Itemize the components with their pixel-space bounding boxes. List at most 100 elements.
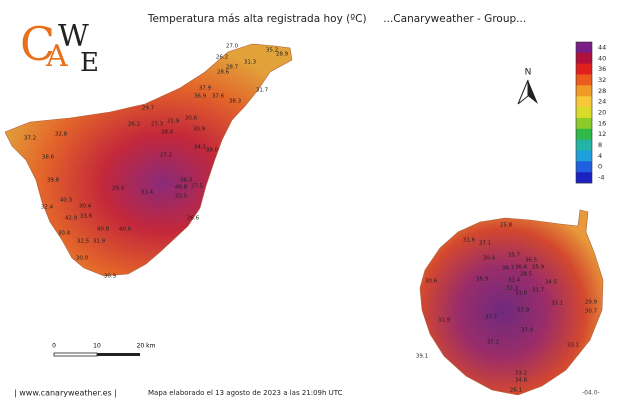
temperature-label: 40.0 xyxy=(119,227,132,233)
colorbar-segment xyxy=(576,42,592,54)
temperature-label: 33.6 xyxy=(80,214,93,220)
colorbar-label: 4 xyxy=(598,152,602,160)
temperature-label: 33.1 xyxy=(567,343,579,349)
temperature-label: 32.8 xyxy=(55,132,68,138)
colorbar-label: 44 xyxy=(598,43,606,51)
temperature-label: 30.4 xyxy=(79,204,92,210)
colorbar-segment xyxy=(576,52,592,64)
temperature-label: 30.6 xyxy=(185,116,198,122)
north-arrow: N xyxy=(517,68,538,105)
colorbar-label: 16 xyxy=(598,119,606,127)
colorbar-label: 40 xyxy=(598,54,606,62)
scale-bar: 0 10 20 km xyxy=(52,343,156,357)
temperature-label: 36.7 xyxy=(502,266,515,272)
stations: 27.0 35.228.9 26.2 31.3 28.728.6 37.9 31.7 36.9… xyxy=(24,44,598,394)
temperature-label: 37.9 xyxy=(521,328,534,334)
temperature-label: 37.6 xyxy=(212,94,225,100)
temperature-label: 31.3 xyxy=(244,60,257,66)
tenerife-island xyxy=(4,43,293,277)
temperature-label: 37.9 xyxy=(517,308,530,314)
temperature-label: 29.4 xyxy=(112,186,125,192)
temperature-label: 39.8 xyxy=(47,178,60,184)
colorbar-segment xyxy=(576,74,592,86)
temperature-label: 28.7 xyxy=(226,65,239,71)
footer-site: | www.canaryweather.es | xyxy=(14,389,117,398)
temperature-label: 31.9 xyxy=(93,239,106,245)
colorbar-segment xyxy=(576,128,592,140)
logo-letter: A xyxy=(45,39,68,74)
temperature-label: 33.5 xyxy=(175,194,188,200)
temperature-label: 40.3 xyxy=(60,198,73,204)
colorbar-segment xyxy=(576,161,592,173)
temperature-label: 28.6 xyxy=(217,70,230,76)
temperature-label: 29.9 xyxy=(585,300,598,306)
map-title: Temperatura más alta registrada hoy (ºC)… xyxy=(147,13,526,25)
colorbar-label: 12 xyxy=(598,130,606,138)
footer-code: -04.0- xyxy=(582,390,600,397)
temperature-label: 26.6 xyxy=(187,216,200,222)
temperature-label: 35.7 xyxy=(508,253,521,259)
temperature-label: 31.4 xyxy=(508,278,521,284)
temperature-label: 31.9 xyxy=(167,119,180,125)
temperature-label: 30.9 xyxy=(193,127,206,133)
temperature-label: 30.0 xyxy=(76,256,89,262)
temperature-label: 31.9 xyxy=(438,318,451,324)
temperature-label: 37.7 xyxy=(485,315,498,321)
footer-note: Mapa elaborado el 13 agosto de 2023 a la… xyxy=(148,389,343,397)
temperature-label: 26.2 xyxy=(128,122,140,128)
colorbar-segment xyxy=(576,150,592,162)
temperature-label: 27.2 xyxy=(160,153,172,159)
temperature-label: 37.2 xyxy=(24,136,36,142)
temperature-label: 38.6 xyxy=(42,155,55,161)
temperature-label: 40.8 xyxy=(97,227,110,233)
colorbar-label: 8 xyxy=(598,141,602,149)
logo-letter: E xyxy=(80,48,99,78)
logo-letter: C xyxy=(20,17,55,71)
temperature-label: 35.9 xyxy=(532,265,545,271)
temperature-label: 27.0 xyxy=(226,44,239,50)
temperature-label: 33.2 xyxy=(515,371,527,377)
temperature-label: 30.7 xyxy=(585,309,598,315)
temperature-label: 37.1 xyxy=(479,241,491,247)
temperature-label: 26.1 xyxy=(510,388,522,394)
colorbar-label: -4 xyxy=(598,174,604,182)
north-label: N xyxy=(525,68,532,78)
temperature-label: 42.9 xyxy=(65,216,78,222)
colorbar-segment xyxy=(576,107,592,119)
temperature-label: 38.4 xyxy=(161,130,174,136)
temperature-label: 31.0 xyxy=(515,291,528,297)
temperature-label: 30.4 xyxy=(58,231,71,237)
temperature-label: 31.6 xyxy=(463,238,476,244)
logo-letter: W xyxy=(58,19,89,54)
temperature-label: 37.9 xyxy=(199,86,212,92)
colorbar-label: 24 xyxy=(598,98,606,106)
gran-canaria-island xyxy=(419,209,604,396)
colorbar-segment xyxy=(576,117,592,130)
colorbar-segment xyxy=(576,63,592,75)
temperature-label: 39.1 xyxy=(416,354,428,360)
temperature-label: 28.5 xyxy=(520,272,533,278)
temperature-label: 31.7 xyxy=(532,288,545,294)
temperature-label: 36.9 xyxy=(194,94,207,100)
logo: C A W E xyxy=(20,17,99,78)
temperature-label: 34.8 xyxy=(515,378,528,384)
colorbar-segment xyxy=(576,139,592,151)
temperature-label: 28.9 xyxy=(276,52,289,58)
temperature-label: 36.5 xyxy=(525,258,538,264)
temperature-label: 34.5 xyxy=(545,280,558,286)
temperature-label: 35.2 xyxy=(266,48,278,54)
scale-label: 10 xyxy=(93,343,101,350)
scale-label: 0 xyxy=(52,343,56,350)
scale-label: 20 km xyxy=(137,343,156,350)
temperature-label: 38.9 xyxy=(476,277,489,283)
temperature-label: 32.4 xyxy=(41,205,54,211)
colorbar-segment xyxy=(576,96,592,108)
colorbar-label: 0 xyxy=(598,163,602,171)
temperature-label: 37.2 xyxy=(487,340,499,346)
temperature-label: 39.0 xyxy=(206,148,219,154)
colorbar-label: 32 xyxy=(598,76,606,84)
temperature-label: 26.2 xyxy=(216,55,228,61)
temperature-label: 30.4 xyxy=(483,256,496,262)
temperature-label: 25.8 xyxy=(500,223,513,229)
